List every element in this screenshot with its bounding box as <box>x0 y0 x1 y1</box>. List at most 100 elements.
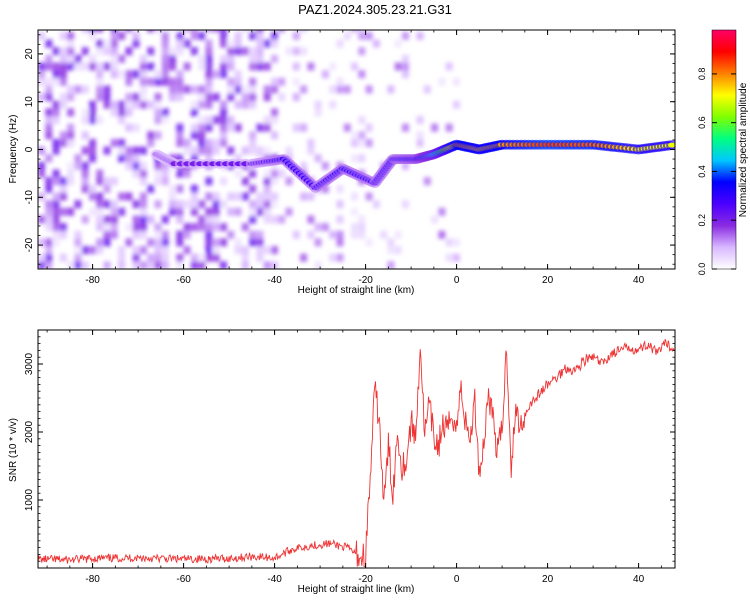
heatmap-cell <box>139 192 147 201</box>
heatmap-cell <box>45 62 53 71</box>
heatmap-cell <box>358 139 366 147</box>
heatmap-cell <box>314 154 322 163</box>
heatmap-cell <box>176 31 184 40</box>
heatmap-cell <box>67 108 75 117</box>
heatmap-cell <box>220 31 227 40</box>
heatmap-cell <box>205 139 213 147</box>
heatmap-cell <box>205 77 213 86</box>
heatmap-cell <box>45 154 53 163</box>
heatmap-cell <box>110 30 118 33</box>
heatmap-cell <box>89 116 96 124</box>
snr-y-label: SNR (10 * v/v) <box>8 418 19 482</box>
heatmap-cell <box>45 108 53 117</box>
heatmap-cell <box>67 93 75 102</box>
heatmap-cell <box>169 30 176 33</box>
heatmap-cell <box>205 253 213 262</box>
heatmap-cell <box>59 192 67 201</box>
heatmap-cell <box>249 169 257 178</box>
heatmap-cell <box>74 154 82 163</box>
heatmap-cell <box>96 192 104 201</box>
heatmap-cell <box>241 100 249 109</box>
heatmap-cell <box>220 131 227 140</box>
heatmap-cell <box>67 207 75 216</box>
heatmap-cell <box>227 39 235 48</box>
heatmap-cell <box>45 177 53 186</box>
heatmap-cell <box>176 93 184 102</box>
heatmap-cell <box>74 200 82 209</box>
heatmap-cell <box>118 108 126 117</box>
colorbar-tick-label: 0.4 <box>697 165 707 178</box>
heatmap-y-tick-label: -10 <box>24 190 35 205</box>
heatmap-cell <box>154 93 162 102</box>
heatmap-cell <box>300 253 308 262</box>
heatmap-cell <box>205 39 213 48</box>
heatmap-cell <box>198 139 206 147</box>
heatmap-cell <box>300 30 308 33</box>
heatmap-cell <box>402 54 409 63</box>
heatmap-cell <box>147 77 155 86</box>
heatmap-cell <box>285 177 293 186</box>
heatmap-cell <box>307 146 315 155</box>
heatmap-cell <box>110 215 118 224</box>
heatmap-cell <box>103 93 111 102</box>
heatmap-cell <box>271 116 278 124</box>
heatmap-cell <box>183 200 191 209</box>
heatmap-cell <box>416 31 424 40</box>
heatmap-cell <box>190 31 198 40</box>
heatmap-cell <box>52 177 60 186</box>
heatmap-cell <box>96 200 104 209</box>
heatmap-cell <box>67 123 75 132</box>
heatmap-cell <box>431 215 439 224</box>
heatmap-cell <box>176 123 184 132</box>
heatmap-cell <box>234 85 242 94</box>
heatmap-cell <box>45 116 53 124</box>
heatmap-cell <box>139 93 147 102</box>
heatmap-cell <box>52 70 60 79</box>
heatmap-cell <box>45 93 53 102</box>
heatmap-cell <box>169 77 176 86</box>
heatmap-cell <box>351 207 358 216</box>
heatmap-cell <box>161 31 169 40</box>
heatmap-cell <box>190 100 198 109</box>
heatmap-cell <box>234 47 242 56</box>
heatmap-cell <box>358 215 366 224</box>
heatmap-x-tick-label: 40 <box>633 275 645 286</box>
heatmap-cell <box>74 62 82 71</box>
heatmap-cell <box>183 246 191 255</box>
heatmap-cell <box>292 47 300 56</box>
heatmap-cell <box>205 215 213 224</box>
heatmap-cell <box>96 85 104 94</box>
heatmap-cell <box>212 223 220 232</box>
heatmap-cell <box>89 184 96 193</box>
heatmap-cell <box>45 207 53 216</box>
heatmap-cell <box>147 238 155 247</box>
heatmap-cell <box>198 31 206 40</box>
heatmap-cell <box>67 54 75 63</box>
heatmap-cell <box>321 70 329 79</box>
heatmap-cell <box>125 192 133 201</box>
heatmap-cell <box>139 223 147 232</box>
heatmap-cell <box>263 85 271 94</box>
heatmap-cell <box>365 123 373 132</box>
heatmap-cell <box>176 139 184 147</box>
heatmap-cell <box>169 54 176 63</box>
heatmap-cell <box>271 177 278 186</box>
heatmap-cell <box>147 47 155 56</box>
heatmap-cell <box>139 77 147 86</box>
heatmap-cell <box>169 85 176 94</box>
heatmap-cell <box>103 230 111 239</box>
heatmap-cell <box>125 146 133 155</box>
heatmap-cell <box>220 261 227 269</box>
heatmap-cell <box>314 108 322 117</box>
heatmap-cell <box>147 131 155 140</box>
heatmap-cell <box>154 238 162 247</box>
snr-series-line <box>38 339 675 568</box>
colorbar-tick-label: 0.6 <box>697 116 707 129</box>
heatmap-cell <box>110 223 118 232</box>
heatmap-cell <box>161 230 169 239</box>
heatmap-cell <box>212 207 220 216</box>
heatmap-cell <box>103 177 111 186</box>
heatmap-cell <box>132 200 140 209</box>
heatmap-cell <box>241 246 249 255</box>
heatmap-ridge <box>150 139 675 193</box>
